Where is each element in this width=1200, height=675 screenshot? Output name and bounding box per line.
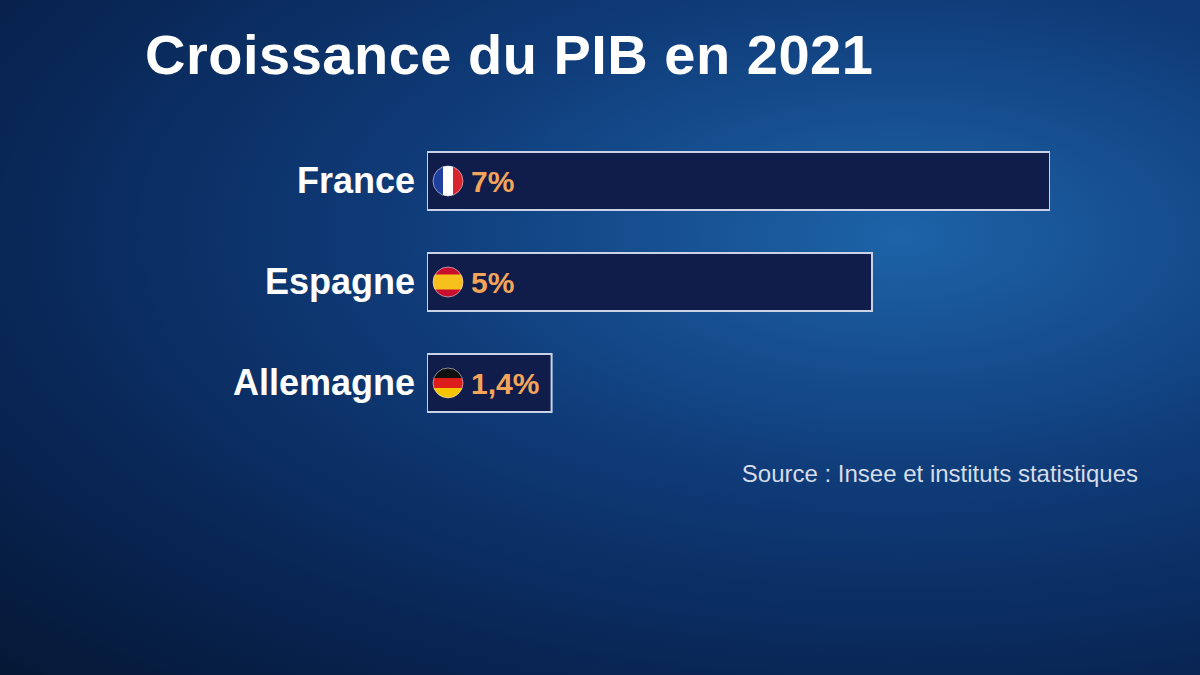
html-text:Source : Insee et instituts st: Source : Insee et instituts statistiques (741, 460, 1138, 487)
html-text:Croissance du PIB en 2021: Croissance du PIB en 2021 (145, 23, 874, 86)
svg-text:7%: 7% (471, 165, 514, 198)
svg-text:1,4%: 1,4% (471, 367, 539, 400)
svg-text:5%: 5% (471, 266, 514, 299)
svg-text:France: France (297, 160, 415, 201)
svg-text:Allemagne: Allemagne (233, 362, 415, 403)
svg-text:Espagne: Espagne (265, 261, 415, 302)
